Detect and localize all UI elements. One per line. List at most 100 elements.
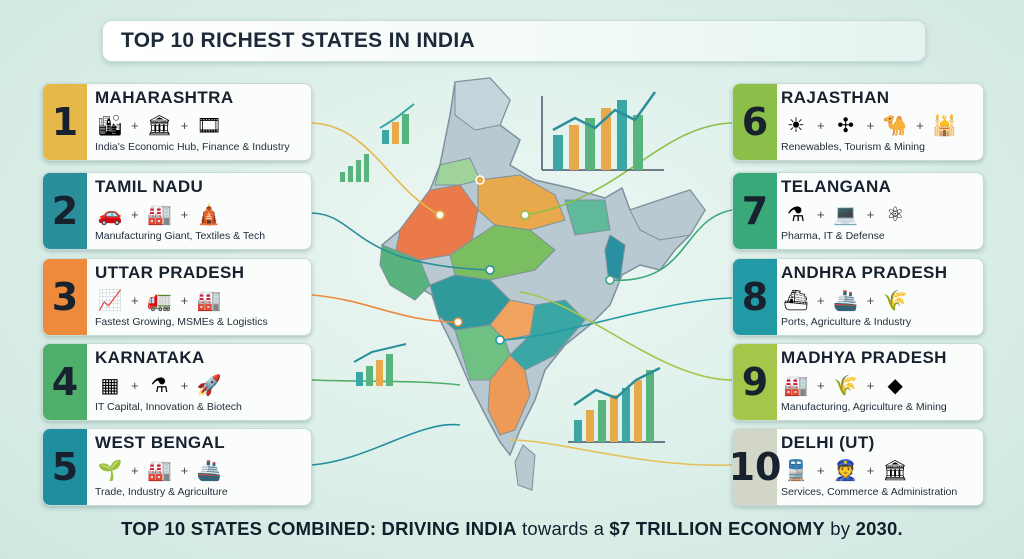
card-body: DELHI (UT) 🚆 + 👮 + 🏛 Services, Commerce & Admi… xyxy=(781,433,977,501)
decor-chart-right-top xyxy=(541,91,664,171)
state-card-4: 4 KARNATAKA ▦ + ⚗ + 🚀 IT Capital, Innovation & … xyxy=(42,343,312,421)
plus-icon: + xyxy=(866,292,875,308)
state-description: Trade, Industry & Agriculture xyxy=(95,486,228,498)
plus-icon: + xyxy=(180,292,189,308)
stock-exchange-icon: 🏛 xyxy=(146,114,173,137)
title-banner: TOP 10 RICHEST STATES IN INDIA xyxy=(102,20,926,62)
state-card-1: 1 MAHARASHTRA 🏙 + 🏛 + 🎞 India's Economic Hub, F… xyxy=(42,83,312,161)
plus-icon: + xyxy=(131,292,139,308)
plus-icon: + xyxy=(131,377,139,393)
plus-icon: + xyxy=(817,117,825,133)
footer-part-1: TOP 10 STATES COMBINED: DRIVING INDIA xyxy=(121,518,517,539)
diamond-icon: ◆ xyxy=(887,374,903,397)
rank-number: 2 xyxy=(43,173,87,249)
car-icon: 🚗 xyxy=(97,203,123,226)
icon-row: 🏭 + 🌾 + ◆ xyxy=(781,371,977,399)
port-crane-icon: ⛴ xyxy=(783,289,809,312)
state-description: Fastest Growing, MSMEs & Logistics xyxy=(95,316,268,328)
skyline-icon: 🏙 xyxy=(97,114,123,137)
film-reel-icon: 🎞 xyxy=(196,114,222,137)
state-description: Manufacturing Giant, Textiles & Tech xyxy=(95,230,266,242)
state-card-5: 5 WEST BENGAL 🌱 + 🏭 + 🚢 Trade, Industry & Agric… xyxy=(42,428,312,506)
factory-icon: 🏭 xyxy=(196,289,222,312)
wheat-icon: 🌾 xyxy=(833,374,859,397)
factory-icon: 🏭 xyxy=(147,203,173,226)
icon-row: 📈 + 🚛 + 🏭 xyxy=(95,286,305,314)
rank-number: 5 xyxy=(43,429,87,505)
icon-row: ⛴ + 🚢 + 🌾 xyxy=(781,286,977,314)
camel-icon: 🐪 xyxy=(882,114,908,137)
card-body: RAJASTHAN ☀ + ✣ + 🐪 + 🕌 Renewables, Tourism & Mi… xyxy=(781,88,977,156)
rank-number: 10 xyxy=(733,429,781,505)
microchip-icon: ▦ xyxy=(100,374,120,397)
plus-icon: + xyxy=(180,206,189,222)
region-northeast xyxy=(629,189,706,241)
marker-delhi xyxy=(475,175,485,185)
icon-row: 🚗 + 🏭 + 🛕 xyxy=(95,200,305,228)
state-description: India's Economic Hub, Finance & Industry xyxy=(95,141,290,153)
icon-row: 🚆 + 👮 + 🏛 xyxy=(781,456,977,484)
plus-icon: + xyxy=(180,462,189,478)
rank-number: 1 xyxy=(43,84,87,160)
india-map xyxy=(379,77,706,491)
state-card-6: 6 RAJASTHAN ☀ + ✣ + 🐪 + 🕌 Renewables, Tourism & M… xyxy=(732,83,984,161)
region-tamil-nadu xyxy=(487,354,531,436)
plus-icon: + xyxy=(131,206,139,222)
plus-icon: + xyxy=(817,292,825,308)
icon-row: ☀ + ✣ + 🐪 + 🕌 xyxy=(781,111,977,139)
region-north xyxy=(454,77,511,131)
state-name: KARNATAKA xyxy=(95,348,205,367)
state-description: Ports, Agriculture & Industry xyxy=(781,316,912,328)
icon-row: 🏙 + 🏛 + 🎞 xyxy=(95,111,305,139)
wind-turbine-icon: ✣ xyxy=(837,114,854,137)
state-description: Pharma, IT & Defense xyxy=(781,230,885,242)
region-gujarat xyxy=(379,244,431,301)
rocket-icon: 🚀 xyxy=(196,374,222,397)
metro-train-icon: 🚆 xyxy=(783,459,809,482)
plus-icon: + xyxy=(817,462,825,478)
card-body: MAHARASHTRA 🏙 + 🏛 + 🎞 India's Economic Hub, Fi… xyxy=(95,88,305,156)
page-title: TOP 10 RICHEST STATES IN INDIA xyxy=(121,29,476,52)
officer-icon: 👮 xyxy=(833,459,859,482)
island-sri-lanka xyxy=(514,444,536,491)
icon-row: ▦ + ⚗ + 🚀 xyxy=(95,371,305,399)
rank-number: 9 xyxy=(733,344,777,420)
card-body: WEST BENGAL 🌱 + 🏭 + 🚢 Trade, Industry & Agricu… xyxy=(95,433,305,501)
plus-icon: + xyxy=(866,117,875,133)
card-body: UTTAR PRADESH 📈 + 🚛 + 🏭 Fastest Growing, MSMEs… xyxy=(95,263,305,331)
atom-icon: ⚛ xyxy=(886,203,905,226)
connector-9 xyxy=(519,291,733,381)
rank-number: 4 xyxy=(43,344,87,420)
state-card-8: 8 ANDHRA PRADESH ⛴ + 🚢 + 🌾 Ports, Agriculture &… xyxy=(732,258,984,336)
plus-icon: + xyxy=(180,117,189,133)
laptop-icon: 💻 xyxy=(833,203,859,226)
decor-chart-left-top xyxy=(379,103,415,144)
plus-icon: + xyxy=(817,206,825,222)
state-name: MAHARASHTRA xyxy=(95,88,234,107)
rank-number: 7 xyxy=(733,173,777,249)
plus-icon: + xyxy=(866,462,875,478)
rank-number: 8 xyxy=(733,259,777,335)
state-description: Services, Commerce & Administration xyxy=(781,486,958,498)
decor-chart-left-mid xyxy=(340,154,369,182)
dump-truck-icon: 🚛 xyxy=(147,289,173,312)
state-name: WEST BENGAL xyxy=(95,433,226,452)
footer-part-4: by xyxy=(824,518,856,539)
connector-7 xyxy=(609,209,733,281)
region-punjab xyxy=(434,157,481,186)
state-card-10: 10 DELHI (UT) 🚆 + 👮 + 🏛 Services, Commerce & Ad… xyxy=(732,428,984,506)
state-name: ANDHRA PRADESH xyxy=(781,263,948,282)
decor-chart-right-bottom xyxy=(568,366,665,443)
state-card-3: 3 UTTAR PRADESH 📈 + 🚛 + 🏭 Fastest Growing, MSME… xyxy=(42,258,312,336)
state-description: IT Capital, Innovation & Biotech xyxy=(95,401,242,413)
connector-3 xyxy=(311,294,459,323)
card-body: TELANGANA ⚗ + 💻 + ⚛ Pharma, IT & Defense xyxy=(781,177,977,245)
state-description: Renewables, Tourism & Mining xyxy=(781,141,925,153)
state-name: UTTAR PRADESH xyxy=(95,263,245,282)
state-name: TELANGANA xyxy=(781,177,892,196)
cargo-ship-icon: 🚢 xyxy=(196,459,222,482)
connector-10 xyxy=(509,439,733,467)
plus-icon: + xyxy=(817,377,825,393)
state-name: RAJASTHAN xyxy=(781,88,890,107)
